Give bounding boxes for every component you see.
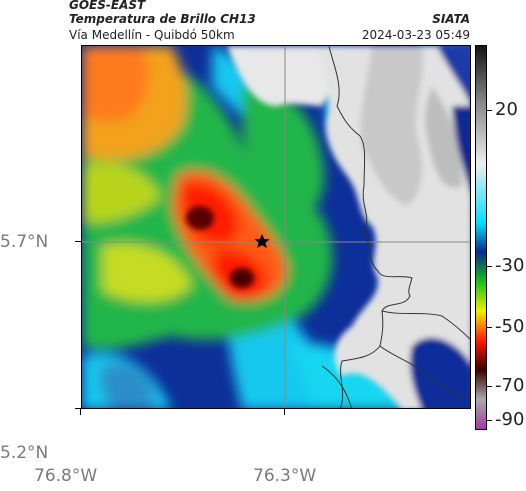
colorbar-tick-minus30 (486, 266, 492, 267)
colorbar-tick-minus50 (486, 327, 492, 328)
x-axis-tick-76.8W (80, 409, 81, 415)
colorbar (475, 45, 487, 430)
warm-clear-region (227, 46, 470, 408)
admin-boundary (328, 46, 413, 408)
product-title: Temperatura de Brillo CH13 (69, 12, 256, 26)
satellite-title: GOES-EAST (69, 0, 146, 12)
brightness-temperature-map (81, 45, 471, 409)
location-star-icon (254, 234, 270, 248)
colorbar-tick-20 (486, 110, 492, 111)
colorbar-label-20: 20 (495, 99, 518, 120)
x-axis-tick-76.3W (284, 409, 285, 415)
map-canvas (82, 46, 470, 408)
colorbar-label-minus70: -70 (495, 375, 525, 396)
colorbar-tick-minus90 (486, 420, 492, 421)
colorbar-tick-minus70 (486, 386, 492, 387)
y-axis-label-5.7N: 5.7°N (0, 232, 49, 252)
y-axis-label-5.2N: 5.2°N (0, 443, 49, 463)
colorbar-label-minus30: -30 (495, 255, 525, 276)
colorbar-label-minus90: -90 (495, 409, 525, 430)
x-axis-label-76.8W: 76.8°W (34, 466, 98, 486)
route-label: Vía Medellín - Quibdó 50km (69, 28, 235, 42)
y-axis-tick-5.7N (75, 241, 81, 242)
colorbar-label-minus50: -50 (495, 316, 525, 337)
org-label: SIATA (432, 12, 470, 26)
x-axis-label-76.3W: 76.3°W (253, 466, 317, 486)
admin-boundary-2 (381, 310, 470, 340)
cold-cores (186, 206, 254, 288)
admin-boundary-3 (379, 345, 470, 401)
y-axis-tick-5.2N (75, 408, 81, 409)
timestamp-label: 2024-03-23 05:49 (361, 28, 470, 42)
admin-boundary-4 (321, 365, 352, 408)
